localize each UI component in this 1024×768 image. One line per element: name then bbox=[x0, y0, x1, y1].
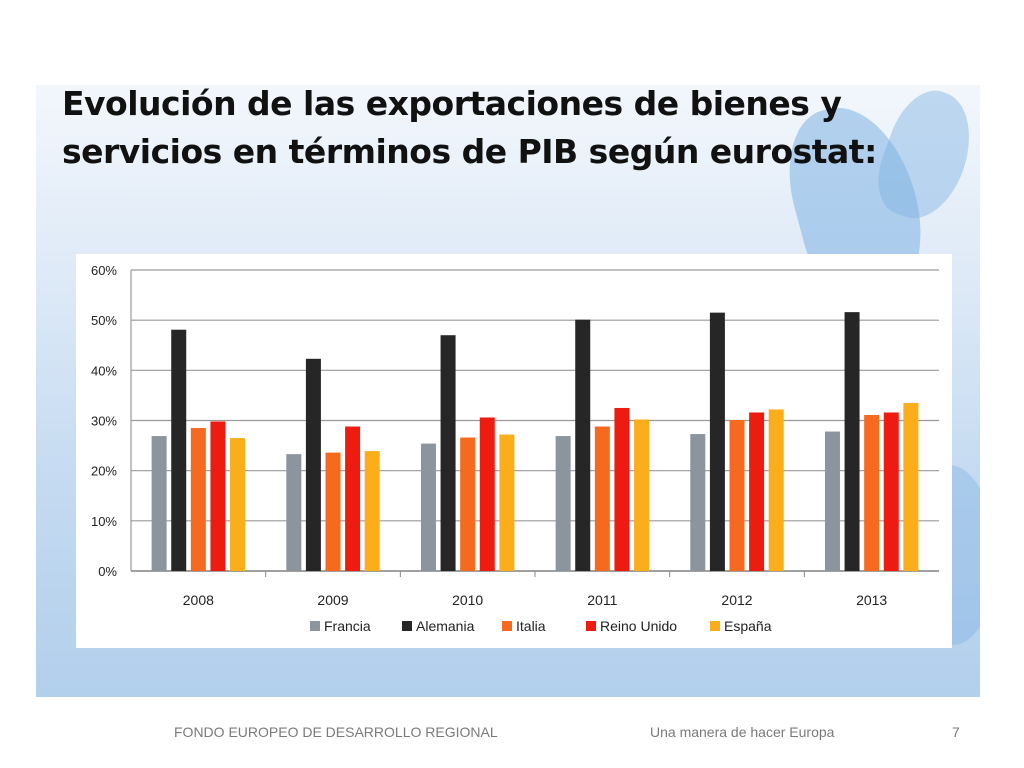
y-tick-label: 0% bbox=[98, 564, 117, 579]
bar bbox=[555, 436, 571, 571]
legend-swatch bbox=[502, 621, 512, 631]
bar bbox=[171, 329, 187, 571]
x-tick-label: 2010 bbox=[452, 592, 483, 608]
bar bbox=[325, 452, 341, 571]
bar bbox=[190, 428, 206, 571]
bar bbox=[151, 436, 167, 571]
y-tick-label: 60% bbox=[91, 263, 117, 278]
x-tick-label: 2008 bbox=[183, 592, 214, 608]
legend-label: Francia bbox=[324, 618, 371, 634]
y-tick-label: 40% bbox=[91, 363, 117, 378]
legend-label: Italia bbox=[516, 618, 546, 634]
bar bbox=[364, 451, 380, 571]
x-tick-label: 2013 bbox=[856, 592, 887, 608]
bar bbox=[614, 407, 630, 571]
x-tick-label: 2009 bbox=[317, 592, 348, 608]
bar bbox=[210, 421, 226, 571]
footer-slogan: Una manera de hacer Europa bbox=[650, 724, 835, 740]
bar bbox=[230, 438, 246, 571]
x-tick-label: 2011 bbox=[587, 592, 617, 608]
bar bbox=[634, 419, 650, 571]
bar-chart: 0% 10% 20% 30% 40% 50% 60% 2008 2009 2010 2011 2012… bbox=[76, 254, 952, 648]
y-tick-label: 30% bbox=[91, 414, 117, 429]
bar bbox=[824, 431, 840, 571]
legend-swatch bbox=[310, 621, 320, 631]
bar bbox=[729, 419, 745, 571]
bar bbox=[690, 434, 706, 571]
legend-label: España bbox=[724, 618, 772, 634]
bar bbox=[479, 417, 495, 571]
legend-swatch bbox=[710, 621, 720, 631]
bar bbox=[440, 335, 456, 571]
chart-canvas: 0% 10% 20% 30% 40% 50% 60% 2008 2009 2010 2011 2012… bbox=[91, 263, 939, 634]
bar bbox=[709, 312, 725, 571]
bar bbox=[594, 426, 610, 571]
y-tick-label: 50% bbox=[91, 313, 117, 328]
y-tick-label: 20% bbox=[91, 464, 117, 479]
bar bbox=[768, 409, 784, 571]
legend-swatch bbox=[402, 621, 412, 631]
bar bbox=[286, 454, 302, 571]
bar bbox=[499, 434, 515, 571]
legend-swatch bbox=[586, 621, 596, 631]
bar bbox=[864, 414, 880, 571]
bar bbox=[460, 437, 476, 571]
y-tick-label: 10% bbox=[91, 514, 117, 529]
bar bbox=[883, 412, 899, 571]
legend-label: Reino Unido bbox=[600, 618, 677, 634]
bar bbox=[420, 443, 436, 571]
page-number: 7 bbox=[952, 724, 960, 740]
footer-organization: FONDO EUROPEO DE DESARROLLO REGIONAL bbox=[174, 724, 498, 740]
bar bbox=[575, 319, 591, 571]
bar bbox=[345, 426, 361, 571]
bar bbox=[844, 312, 860, 571]
bar bbox=[903, 402, 919, 571]
x-tick-label: 2012 bbox=[721, 592, 752, 608]
bar bbox=[749, 412, 765, 571]
bar bbox=[305, 358, 321, 571]
legend-label: Alemania bbox=[416, 618, 475, 634]
slide-title: Evolución de las exportaciones de bienes… bbox=[62, 84, 877, 171]
